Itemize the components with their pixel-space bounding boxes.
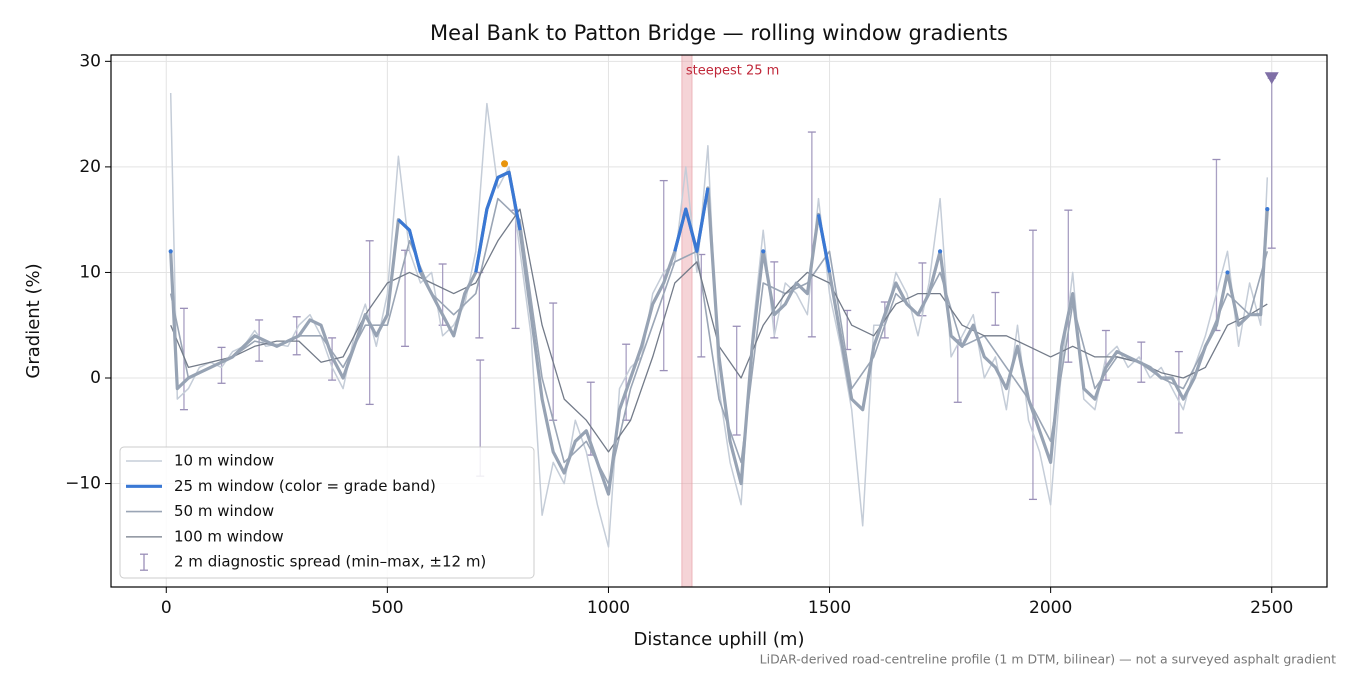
legend-label: 10 m window	[174, 452, 274, 470]
legend-label: 2 m diagnostic spread (min–max, ±12 m)	[174, 553, 486, 571]
series-line	[169, 170, 1269, 496]
steepest-label: steepest 25 m	[686, 64, 779, 79]
x-tick-label: 1500	[808, 598, 851, 618]
x-tick-label: 1000	[587, 598, 630, 618]
grade-band-line	[673, 187, 710, 253]
grade-band-line	[816, 214, 832, 273]
legend-label: 25 m window (color = grade band)	[174, 477, 436, 495]
spread-bar	[255, 319, 264, 362]
x-tick-label: 0	[161, 598, 172, 618]
y-tick-label: 0	[90, 368, 101, 388]
grade-band-point	[1265, 207, 1270, 212]
grade-band-line	[397, 218, 423, 273]
grade-band-line	[474, 170, 522, 273]
y-axis-label: Gradient (%)	[23, 263, 44, 378]
grade-band-point	[168, 249, 173, 254]
y-tick-label: −10	[65, 474, 101, 494]
spread-bar	[217, 346, 226, 384]
legend-label: 100 m window	[174, 527, 284, 545]
grade-band-point	[937, 249, 943, 254]
y-tick-label: 10	[79, 262, 101, 282]
x-tick-label: 2500	[1250, 598, 1293, 618]
plot-frame	[110, 54, 1328, 588]
clip-marker	[1264, 72, 1279, 85]
y-tick-label: 30	[79, 51, 101, 71]
plot-area	[168, 55, 1279, 587]
spread-bar	[659, 179, 668, 372]
grade-band-point	[761, 249, 766, 254]
x-tick-label: 500	[371, 598, 403, 618]
x-tick-label: 2000	[1029, 598, 1072, 618]
x-axis-label: Distance uphill (m)	[634, 629, 805, 650]
spread-bar	[1064, 209, 1073, 363]
legend-label: 50 m window	[174, 502, 274, 520]
grade-band-point	[1225, 270, 1230, 275]
spread-bar	[770, 261, 779, 339]
footnote: LiDAR-derived road-centreline profile (1…	[760, 652, 1336, 667]
y-tick-label: 20	[79, 157, 101, 177]
peak-marker	[501, 160, 509, 168]
chart-title: Meal Bank to Patton Bridge — rolling win…	[430, 21, 1008, 45]
legend-box	[119, 446, 535, 579]
legend: 10 m window 25 m window (color = grade ba…	[119, 446, 535, 579]
spread-bar	[732, 325, 741, 436]
spread-bar	[1028, 229, 1037, 501]
spread-bar	[807, 131, 816, 338]
spread-bar	[991, 291, 1000, 326]
steepest-span	[681, 55, 693, 587]
